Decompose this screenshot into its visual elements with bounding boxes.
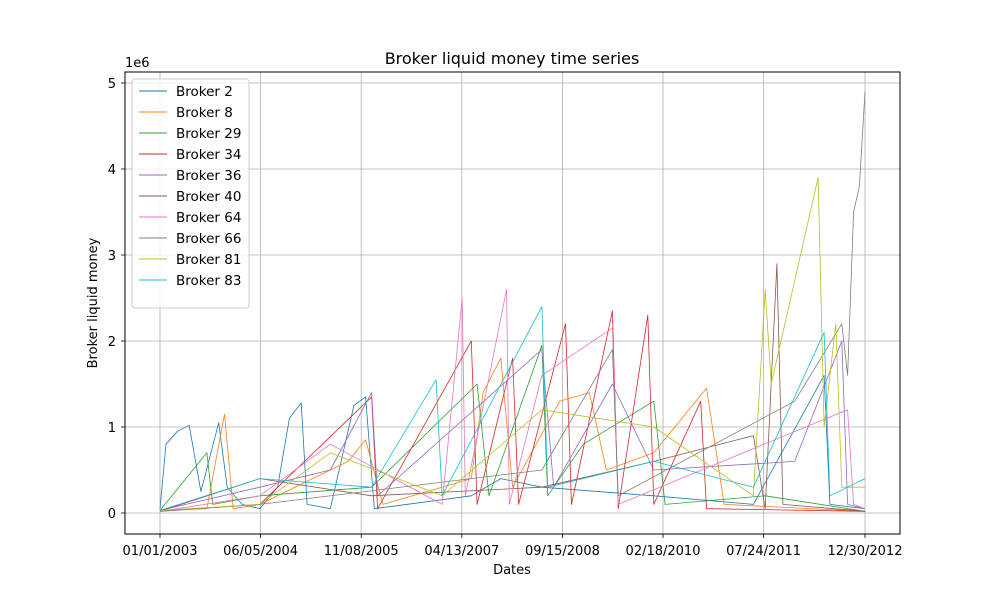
legend-label-broker-2: Broker 2 [176,84,233,100]
series-line-broker-66 [159,91,866,512]
x-tick-label: 12/30/2012 [828,544,903,559]
y-multiplier-label: 1e6 [125,56,150,71]
y-axis: 0 1 2 3 4 5 [108,77,125,522]
x-tick-label: 02/18/2010 [626,544,701,559]
series-lines [159,91,866,512]
y-tick-label: 0 [108,507,116,522]
y-tick-label: 5 [108,77,116,92]
legend-label-broker-81: Broker 81 [176,252,241,268]
legend: Broker 2 Broker 8 Broker 29 Broker 34 Broker… [131,78,250,309]
x-axis-label: Dates [493,563,531,578]
x-tick-label: 09/15/2008 [525,544,600,559]
series-line-broker-64 [159,288,866,512]
y-tick-label: 3 [108,249,116,264]
legend-label-broker-8: Broker 8 [176,105,233,121]
series-line-broker-40 [159,263,866,512]
legend-box [131,78,250,309]
legend-label-broker-34: Broker 34 [176,147,241,163]
chart-title: Broker liquid money time series [385,49,640,68]
grid [125,72,900,534]
legend-label-broker-40: Broker 40 [176,189,241,205]
legend-label-broker-64: Broker 64 [176,210,241,226]
legend-label-broker-36: Broker 36 [176,168,241,184]
series-line-broker-36 [159,340,866,511]
x-axis: 01/01/2003 06/05/2004 11/08/2005 04/13/2007… [123,534,903,559]
series-line-broker-81 [159,177,865,511]
series-line-broker-34 [159,310,866,512]
x-tick-label: 04/13/2007 [424,544,499,559]
plot-area-frame [124,71,901,535]
legend-label-broker-29: Broker 29 [176,126,241,142]
x-tick-label: 07/24/2011 [726,544,801,559]
legend-label-broker-83: Broker 83 [176,273,241,289]
y-tick-label: 2 [108,335,116,350]
y-tick-label: 4 [108,163,116,178]
x-tick-label: 11/08/2005 [324,544,399,559]
x-tick-label: 01/01/2003 [123,544,198,559]
x-tick-label: 06/05/2004 [223,544,298,559]
y-axis-label: Broker liquid money [86,237,101,368]
legend-label-broker-66: Broker 66 [176,231,241,247]
series-line-broker-83 [159,306,866,511]
y-tick-label: 1 [108,421,116,436]
